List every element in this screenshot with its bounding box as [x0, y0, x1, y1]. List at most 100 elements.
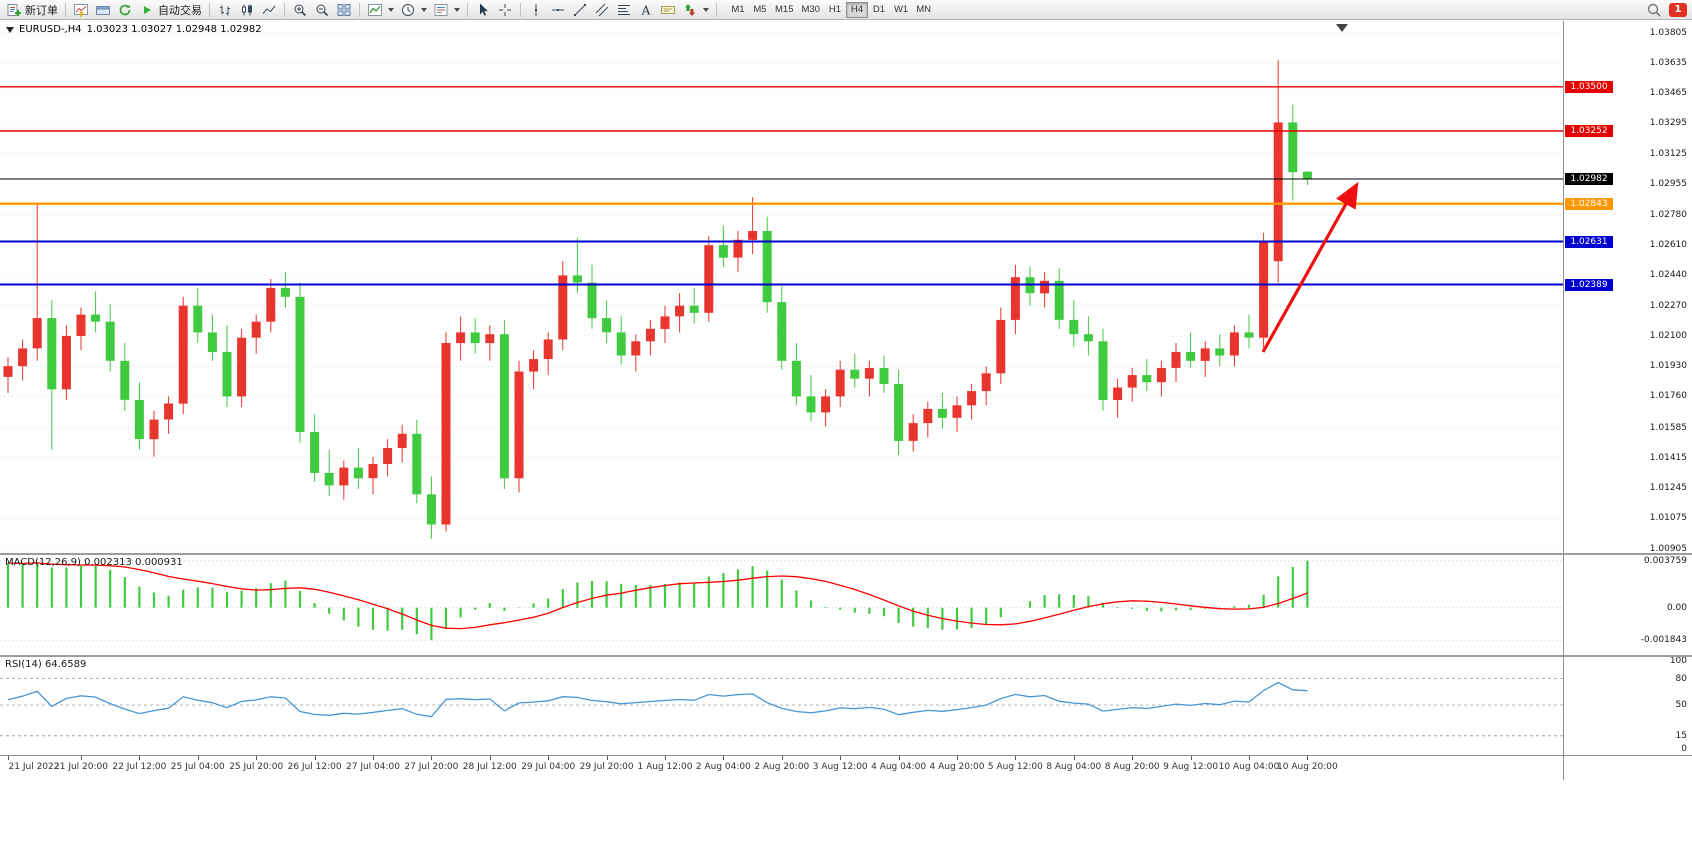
label-button[interactable]: [657, 1, 679, 19]
text-icon: A: [641, 3, 651, 17]
tile-windows-icon: [337, 3, 351, 16]
profiles-button[interactable]: [92, 1, 114, 19]
tile-windows-button[interactable]: [333, 1, 355, 19]
macd-canvas[interactable]: [0, 555, 1563, 655]
new-chart-button[interactable]: [70, 1, 92, 19]
new-chart-icon: [74, 3, 88, 18]
time-axis-label: 2 Aug 04:00: [695, 762, 751, 772]
time-axis-tick: [314, 756, 316, 760]
time-axis-label: 1 Aug 12:00: [637, 762, 693, 772]
time-axis-tick: [548, 756, 550, 760]
bar-chart-button[interactable]: [214, 1, 236, 19]
panel-splitter[interactable]: [0, 553, 1692, 555]
periods-icon: [402, 3, 414, 16]
templates-button[interactable]: [430, 1, 463, 19]
price-chart-canvas[interactable]: [0, 21, 1563, 553]
trend-arrow[interactable]: [1261, 181, 1359, 353]
rsi-axis-label: 15: [1675, 730, 1687, 741]
price-tag: 1.02631: [1565, 235, 1613, 248]
time-axis-label: 21 Jul 2022: [8, 762, 60, 772]
chart-title: EURUSD-,H4 1.03023 1.03027 1.02948 1.029…: [6, 24, 262, 35]
macd-panel: 0.003759 0.00 -0.001843 MACD(12,26,9) 0.00…: [0, 555, 1692, 655]
panel-splitter[interactable]: [0, 655, 1692, 657]
crosshair-button[interactable]: [494, 1, 516, 19]
timeframe-h4-button[interactable]: H4: [845, 1, 868, 18]
rsi-canvas[interactable]: [0, 657, 1563, 755]
time-axis-label: 29 Jul 04:00: [521, 762, 576, 772]
indicators-button[interactable]: [364, 1, 397, 19]
time-axis[interactable]: 21 Jul 2022 21 Jul 20:00 22 Jul 12:00 25 Ju…: [0, 755, 1692, 780]
rsi-name: RSI(14): [5, 659, 42, 670]
time-axis-label: 27 Jul 04:00: [346, 762, 400, 772]
time-axis-label: 10 Aug 20:00: [1277, 762, 1338, 772]
macd-name: MACD(12,26,9): [5, 557, 81, 568]
time-axis-label: 29 Jul 20:00: [579, 762, 634, 772]
candlestick-button[interactable]: [236, 1, 258, 19]
fibonacci-button[interactable]: [613, 1, 635, 19]
chevron-down-icon: [703, 7, 709, 12]
line-chart-button[interactable]: [258, 1, 280, 19]
price-axis[interactable]: 1.03805 1.03635 1.03465 1.03295 1.03125 1.029…: [1563, 21, 1692, 553]
one-click-trading-toggle-icon[interactable]: [6, 26, 14, 33]
time-axis-label: 27 Jul 20:00: [404, 762, 459, 772]
timeframe-h1-button[interactable]: H1: [824, 2, 846, 18]
periods-button[interactable]: [397, 1, 430, 19]
zoom-out-button[interactable]: [311, 1, 333, 19]
profiles-icon: [96, 5, 110, 15]
macd-axis[interactable]: 0.003759 0.00 -0.001843: [1563, 555, 1692, 655]
time-axis-tick: [139, 756, 141, 760]
chart-shift-marker[interactable]: [1336, 24, 1348, 32]
time-axis-tick: [431, 756, 433, 760]
horizontal-line-button[interactable]: [547, 1, 569, 19]
price-axis-label: 1.01930: [1649, 361, 1687, 372]
main-toolbar: 新订单 自动交易: [0, 0, 1692, 20]
price-axis-label: 1.01585: [1649, 422, 1687, 433]
templates-icon: [434, 3, 448, 16]
time-axis-label: 4 Aug 20:00: [929, 762, 985, 772]
price-axis-label: 1.03465: [1649, 88, 1687, 99]
price-axis-label: 1.03295: [1649, 118, 1687, 129]
toolbar-separator: [716, 2, 717, 17]
price-tag: 1.03252: [1565, 125, 1613, 137]
arrows-button[interactable]: [679, 1, 712, 19]
fibonacci-icon: [618, 4, 630, 15]
channel-button[interactable]: [591, 1, 613, 19]
price-axis-label: 1.01075: [1649, 513, 1687, 524]
time-axis-label: 21 Jul 20:00: [54, 762, 108, 772]
chevron-down-icon: [421, 7, 427, 12]
time-axis-tick: [81, 756, 82, 760]
vertical-line-button[interactable]: [525, 1, 547, 19]
trendline-button[interactable]: [569, 1, 591, 19]
axis-corner-divider: [1563, 756, 1564, 780]
time-axis-label: 9 Aug 12:00: [1163, 762, 1219, 772]
search-button[interactable]: [1643, 1, 1665, 19]
timeframe-m30-button[interactable]: M30: [797, 2, 823, 18]
trendline-icon: [574, 3, 586, 16]
zoom-in-icon: [294, 4, 307, 16]
price-axis-label: 1.02100: [1649, 330, 1687, 341]
notification-badge[interactable]: 1: [1669, 2, 1687, 17]
price-axis-label: 1.03805: [1649, 27, 1687, 38]
bid-price-tag: 1.02982: [1565, 173, 1613, 185]
toolbar-separator: [284, 2, 285, 17]
timeframe-m5-button[interactable]: M5: [749, 2, 771, 18]
timeframe-mn-button[interactable]: MN: [912, 2, 935, 18]
price-axis-label: 1.02780: [1649, 209, 1687, 220]
autotrade-button[interactable]: 自动交易: [136, 1, 205, 19]
zoom-out-icon: [316, 4, 329, 16]
time-axis-tick: [723, 756, 725, 760]
rsi-axis[interactable]: 100 80 50 15 0: [1563, 657, 1692, 755]
timeframe-d1-button[interactable]: D1: [868, 2, 890, 18]
refresh-button[interactable]: [114, 1, 136, 19]
time-axis-label: 5 Aug 12:00: [987, 762, 1043, 772]
new-order-button[interactable]: 新订单: [3, 1, 61, 19]
text-button[interactable]: A: [635, 1, 657, 19]
time-axis-label: 28 Jul 12:00: [462, 762, 517, 772]
timeframe-m15-button[interactable]: M15: [771, 2, 797, 18]
timeframe-m1-button[interactable]: M1: [727, 2, 749, 18]
cursor-button[interactable]: [472, 1, 494, 19]
timeframe-w1-button[interactable]: W1: [890, 2, 912, 18]
toolbar-separator: [209, 2, 210, 17]
zoom-in-button[interactable]: [289, 1, 311, 19]
horizontal-line-icon: [552, 8, 564, 11]
